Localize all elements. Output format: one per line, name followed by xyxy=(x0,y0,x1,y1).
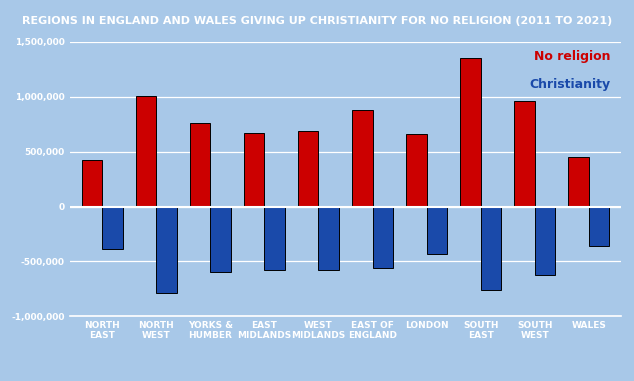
Bar xyxy=(568,157,589,207)
Bar xyxy=(352,110,373,207)
Bar xyxy=(514,101,535,207)
Bar xyxy=(244,133,264,207)
Bar xyxy=(535,207,555,275)
Bar xyxy=(406,134,427,207)
Bar xyxy=(190,123,210,207)
Bar xyxy=(460,58,481,207)
Bar xyxy=(298,131,318,207)
Bar xyxy=(481,207,501,290)
Bar xyxy=(589,207,609,246)
Text: Christianity: Christianity xyxy=(529,78,611,91)
Text: No religion: No religion xyxy=(534,50,611,63)
Bar xyxy=(156,207,177,293)
Text: REGIONS IN ENGLAND AND WALES GIVING UP CHRISTIANITY FOR NO RELIGION (2011 TO 202: REGIONS IN ENGLAND AND WALES GIVING UP C… xyxy=(22,16,612,26)
Bar xyxy=(82,160,102,207)
Bar xyxy=(373,207,393,268)
Bar xyxy=(210,207,231,272)
Bar xyxy=(264,207,285,270)
Bar xyxy=(136,96,156,207)
Bar xyxy=(102,207,123,249)
Bar xyxy=(427,207,447,254)
Bar xyxy=(318,207,339,270)
